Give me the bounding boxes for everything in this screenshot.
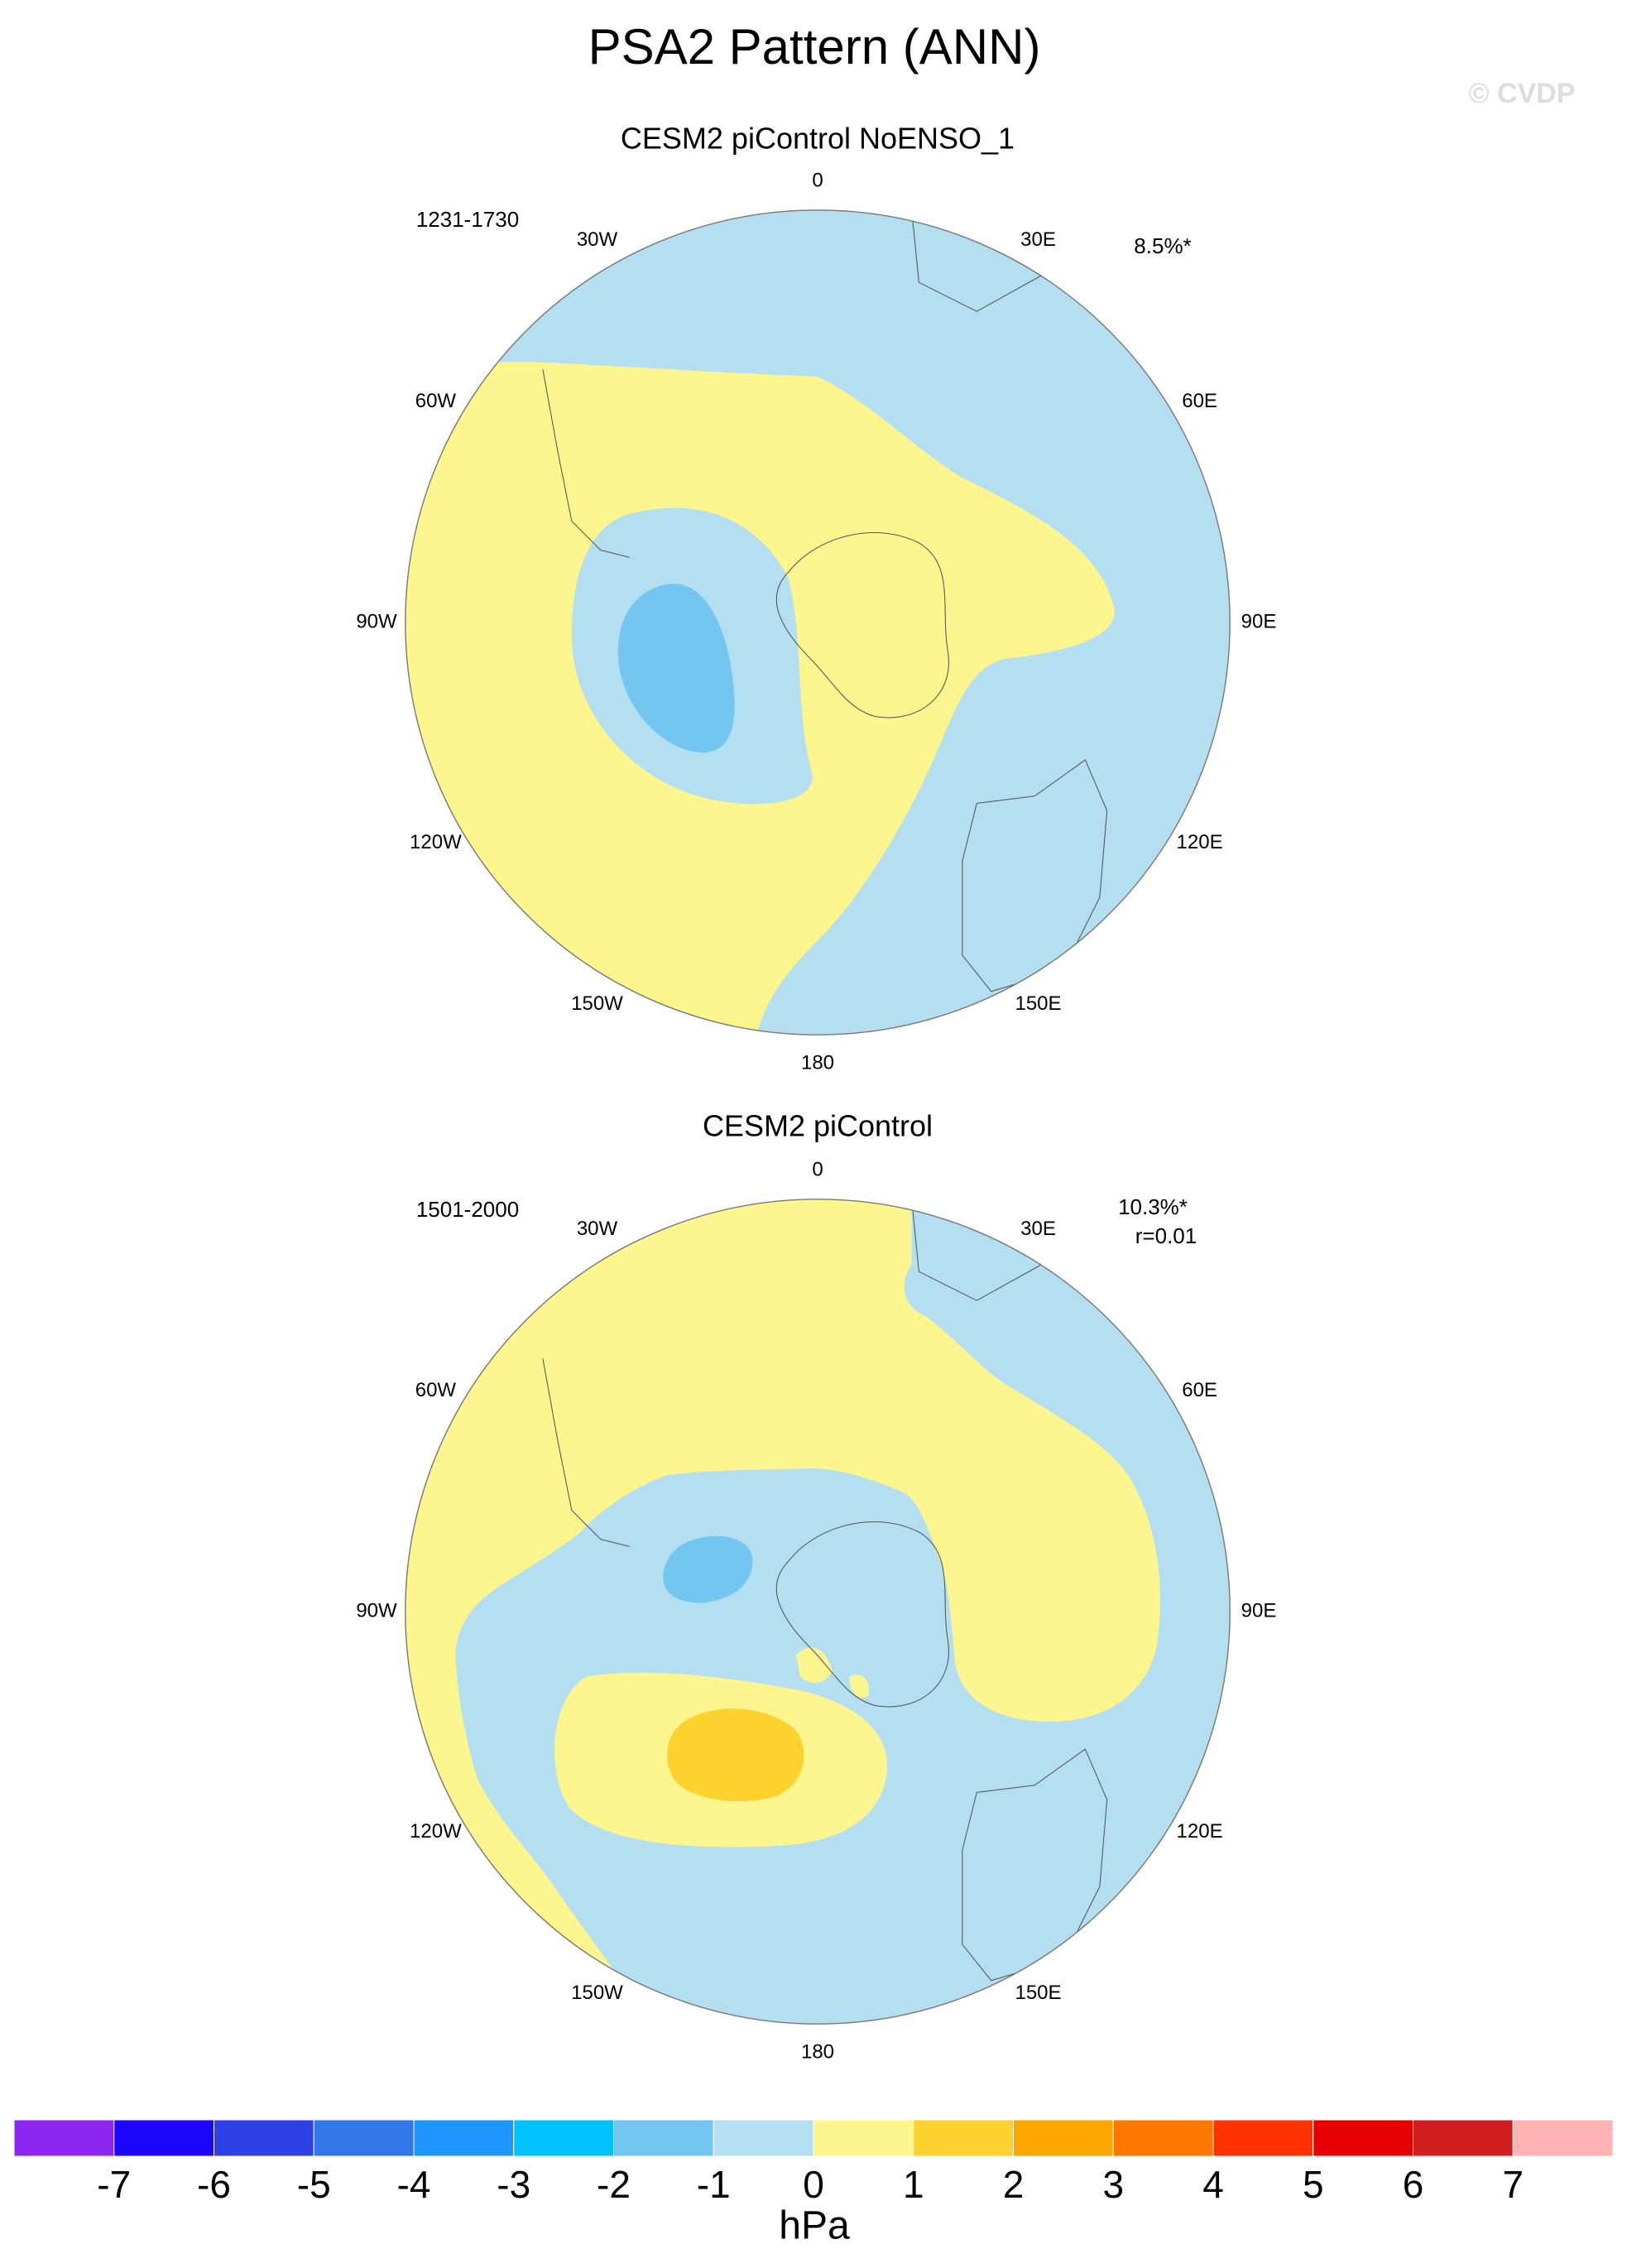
longitude-label: 150W — [571, 992, 623, 1015]
colorbar-box — [813, 2119, 914, 2157]
colorbar-box — [713, 2119, 814, 2157]
longitude-label: 180 — [801, 2040, 834, 2063]
variance-label: 10.3%* — [1118, 1194, 1188, 1219]
colorbar-box — [513, 2119, 614, 2157]
colorbar-box — [613, 2119, 714, 2157]
longitude-label: 90W — [356, 1599, 397, 1622]
longitude-label: 150W — [571, 1982, 623, 2004]
colorbar-box — [214, 2119, 314, 2157]
colorbar-tick-label: -7 — [97, 2163, 131, 2206]
longitude-label: 60E — [1182, 1379, 1217, 1401]
longitude-label: 30E — [1020, 228, 1056, 251]
longitude-label: 150E — [1015, 1982, 1061, 2004]
longitude-label: 90E — [1241, 1599, 1277, 1622]
watermark: © CVDP — [1469, 78, 1576, 109]
coastline — [911, 1199, 1043, 1301]
longitude-label: 120E — [1177, 831, 1223, 853]
panel-subtitle: CESM2 piControl NoENSO_1 — [621, 122, 1015, 156]
longitude-label: 90W — [356, 610, 397, 632]
coastline — [962, 1748, 1108, 1982]
colorbar-tick-label: 2 — [1003, 2163, 1025, 2206]
colorbar-tick-label: 3 — [1102, 2163, 1124, 2206]
colorbar-tick-label: -1 — [697, 2163, 731, 2206]
correlation-label: r=0.01 — [1135, 1223, 1197, 1248]
colorbar-box — [913, 2119, 1014, 2157]
contour-fill — [795, 1647, 870, 1698]
longitude-label: 60W — [415, 1379, 457, 1401]
period-label: 1231-1730 — [416, 207, 519, 232]
coastline — [911, 209, 1043, 312]
colorbar-tick-label: -6 — [197, 2163, 231, 2206]
colorbar-tick-label: -2 — [597, 2163, 631, 2206]
longitude-label: 30E — [1020, 1218, 1056, 1240]
longitude-labels: 0 30E 60E 90E 120E 150E 180 150W 120W 90W 60W 30W — [356, 169, 1276, 1074]
longitude-label: 120W — [410, 831, 462, 853]
longitude-labels: 0 30E 60E 90E 120E 150E 180 150W 120W 90W 60W 30W — [356, 1158, 1276, 2063]
longitude-label: 30W — [577, 1218, 618, 1240]
colorbar-tick-label: 1 — [903, 2163, 924, 2206]
colorbar-box — [1313, 2119, 1413, 2157]
colorbar-tick-label: -4 — [397, 2163, 431, 2206]
longitude-label: 120E — [1177, 1820, 1223, 1843]
longitude-label: 30W — [577, 228, 618, 251]
contour-fill — [617, 584, 735, 753]
colorbar-tick-label: 5 — [1303, 2163, 1324, 2206]
colorbar-box — [1112, 2119, 1214, 2157]
longitude-label: 60E — [1182, 390, 1217, 412]
longitude-label: 120W — [410, 1820, 462, 1843]
coastline — [542, 1358, 630, 1547]
colorbar-tick-label: 7 — [1502, 2163, 1524, 2206]
colorbar-box — [1413, 2119, 1514, 2157]
longitude-label: 90E — [1241, 610, 1277, 632]
contour-fill — [405, 1199, 1160, 2025]
colorbar-tick-label: 4 — [1202, 2163, 1224, 2206]
variance-label: 8.5%* — [1134, 233, 1191, 258]
longitude-label: 60W — [415, 390, 457, 412]
colorbar-box — [13, 2119, 115, 2157]
colorbar-box — [1512, 2119, 1614, 2157]
colorbar-box — [1013, 2119, 1114, 2157]
map-border — [405, 209, 1231, 1035]
colorbar-tick-label: 6 — [1403, 2163, 1424, 2206]
polar-map — [405, 1199, 1231, 2025]
colorbar-box — [1212, 2119, 1314, 2157]
period-label: 1501-2000 — [416, 1197, 519, 1222]
contour-fill — [663, 1535, 753, 1603]
contour-fill — [667, 1708, 804, 1802]
coastline — [775, 532, 949, 718]
colorbar-tick-label: -3 — [497, 2163, 530, 2206]
polar-map — [405, 209, 1231, 1035]
colorbar: -7 -6 -5 -4 -3 -2 -1 0 1 2 3 4 5 6 7 — [13, 2119, 1614, 2206]
colorbar-tick-label: -5 — [297, 2163, 331, 2206]
colorbar-unit: hPa — [779, 2204, 850, 2248]
longitude-label: 0 — [812, 1158, 823, 1180]
panel-subtitle: CESM2 piControl — [703, 1109, 933, 1143]
coastline — [962, 759, 1108, 992]
figure-title: PSA2 Pattern (ANN) — [588, 19, 1041, 74]
colorbar-box — [313, 2119, 415, 2157]
longitude-label: 180 — [801, 1051, 834, 1074]
colorbar-box — [413, 2119, 515, 2157]
colorbar-box — [113, 2119, 214, 2157]
colorbar-tick-label: 0 — [803, 2163, 824, 2206]
coastline — [542, 369, 630, 558]
longitude-label: 150E — [1015, 992, 1061, 1015]
coastline — [775, 1521, 949, 1708]
longitude-label: 0 — [812, 169, 823, 191]
map-border — [405, 1199, 1231, 2025]
